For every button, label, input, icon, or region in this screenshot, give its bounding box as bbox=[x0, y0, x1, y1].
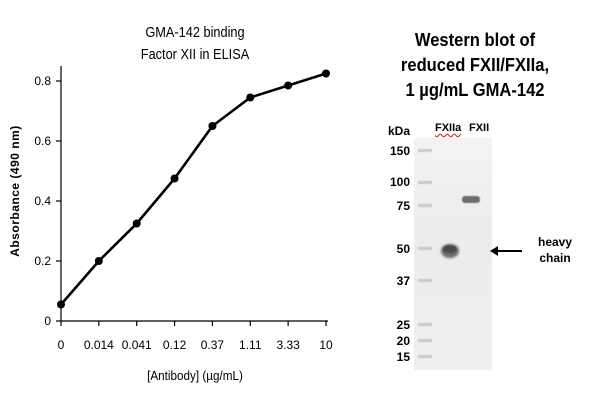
kda-unit-label: kDa bbox=[388, 124, 411, 138]
ladder-band-100 bbox=[418, 181, 432, 184]
marker-label-150: 150 bbox=[389, 144, 410, 158]
marker-label-25: 25 bbox=[396, 318, 410, 332]
marker-label-100: 100 bbox=[389, 175, 410, 189]
x-tick-label-2: 0.041 bbox=[122, 338, 152, 352]
elisa-line-chart: 0 0.2 0.4 0.6 0.8 0 0.014 0.041 0.12 0.37 1.11 3.33… bbox=[34, 66, 333, 352]
data-point-5 bbox=[246, 93, 255, 102]
lane-label-fxii: FXII bbox=[469, 122, 490, 134]
y-tick-label-3: 0.6 bbox=[34, 134, 51, 148]
y-tick-label-2: 0.4 bbox=[34, 194, 51, 208]
x-tick-label-0: 0 bbox=[58, 338, 65, 352]
data-point-1 bbox=[94, 257, 103, 265]
ladder-band-20 bbox=[418, 339, 432, 342]
x-axis-label: [Antibody] (µg/mL) bbox=[147, 368, 243, 383]
x-tick-label-7: 10 bbox=[319, 338, 333, 352]
elisa-chart-panel: GMA-142 binding Factor XII in ELISA 0 0.2… bbox=[8, 24, 333, 383]
y-axis-label: Absorbance (490 nm) bbox=[8, 125, 22, 257]
marker-label-20: 20 bbox=[396, 334, 410, 348]
ladder-band-75 bbox=[418, 204, 432, 207]
ladder-band-15 bbox=[418, 355, 432, 358]
heavy-chain-annotation: heavy chain bbox=[525, 234, 585, 266]
data-point-7 bbox=[322, 69, 330, 78]
data-point-4 bbox=[208, 122, 217, 130]
annotation-line-1: heavy bbox=[537, 235, 573, 249]
x-tick-label-3: 0.12 bbox=[163, 338, 187, 352]
blot-bands bbox=[418, 149, 522, 358]
fxii-band bbox=[462, 196, 480, 203]
marker-label-50: 50 bbox=[396, 242, 410, 256]
marker-label-15: 15 bbox=[396, 350, 410, 364]
chart-title-line-1: GMA-142 binding bbox=[145, 24, 245, 41]
ladder-band-25 bbox=[418, 323, 432, 326]
y-tick-label-4: 0.8 bbox=[34, 74, 51, 88]
blot-title-line-2: reduced FXII/FXIIa, bbox=[400, 55, 550, 75]
blot-title-line-1: Western blot of bbox=[414, 30, 536, 50]
data-point-3 bbox=[170, 174, 179, 183]
y-tick-label-1: 0.2 bbox=[34, 254, 51, 268]
western-blot-panel: Western blot of reduced FXII/FXIIa, 1 µg… bbox=[350, 0, 600, 409]
blot-title-line-3: 1 µg/mL GMA-142 bbox=[405, 80, 545, 100]
ladder-band-50 bbox=[418, 247, 432, 250]
lane-label-fxiia: FXIIa bbox=[435, 122, 462, 134]
annotation-line-2: chain bbox=[539, 251, 571, 265]
ladder-lane bbox=[418, 149, 432, 358]
heavy-chain-arrow-icon bbox=[490, 246, 522, 256]
data-point-2 bbox=[132, 219, 141, 228]
series-line bbox=[60, 72, 327, 306]
ladder-band-37 bbox=[418, 279, 432, 282]
ladder-band-150 bbox=[418, 149, 432, 152]
data-point-6 bbox=[284, 81, 293, 90]
x-tick-label-1: 0.014 bbox=[84, 338, 114, 352]
data-point-0 bbox=[57, 300, 65, 309]
marker-label-75: 75 bbox=[396, 199, 410, 213]
x-tick-label-5: 1.11 bbox=[239, 338, 262, 352]
y-tick-label-0: 0 bbox=[44, 314, 51, 328]
x-tick-label-6: 3.33 bbox=[276, 338, 300, 352]
marker-label-37: 37 bbox=[396, 274, 410, 288]
x-tick-label-4: 0.37 bbox=[201, 338, 225, 352]
fxiia-band-core bbox=[443, 245, 457, 253]
chart-title-line-2: Factor XII in ELISA bbox=[140, 46, 250, 63]
